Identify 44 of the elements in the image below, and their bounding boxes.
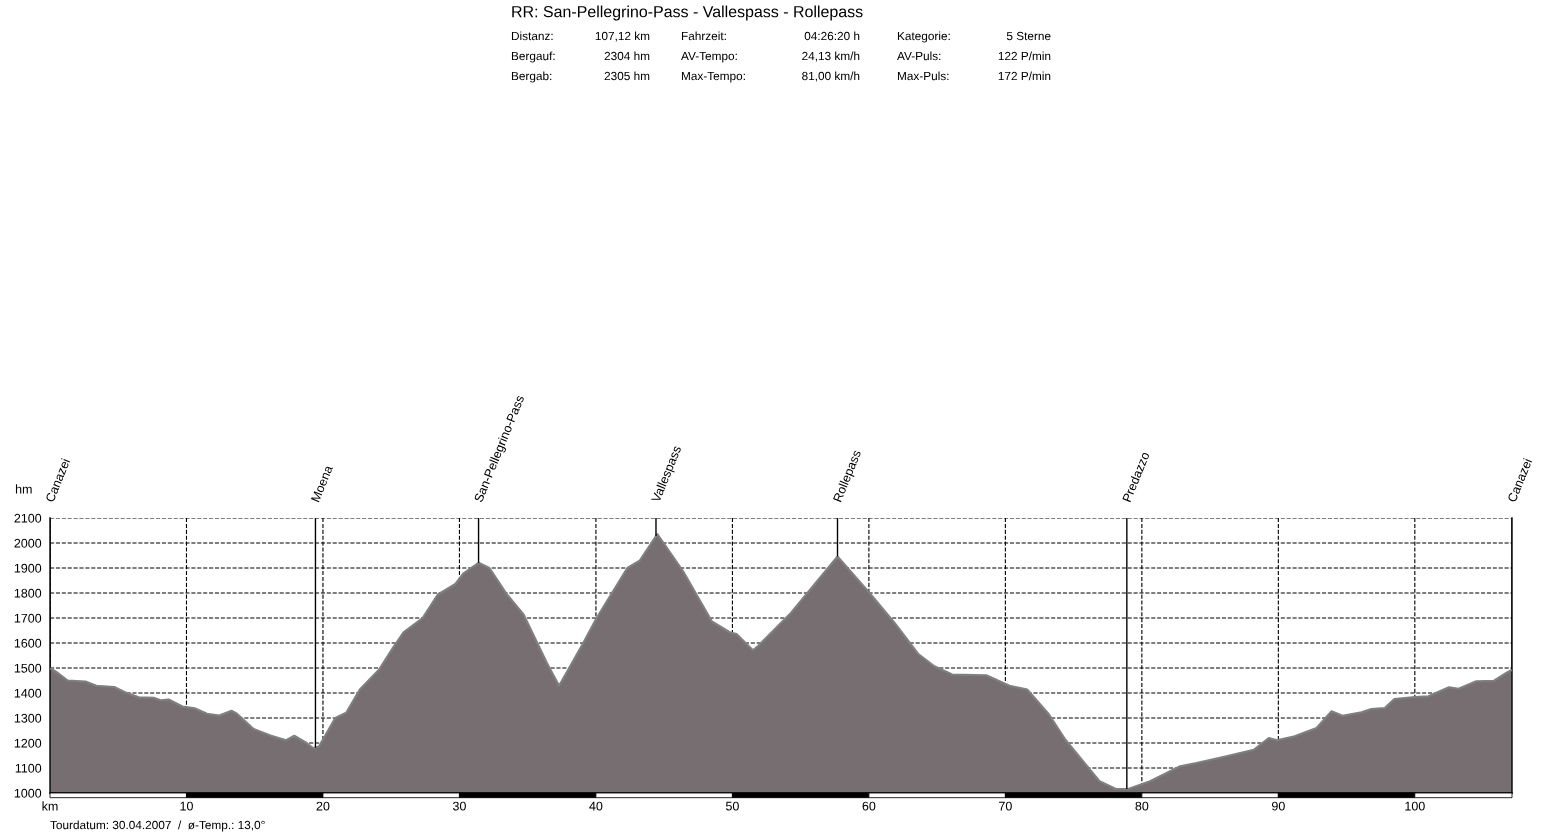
y-axis-title: hm (15, 484, 32, 494)
x-tick-label: km (42, 801, 58, 811)
x-tick-label: 10 (180, 801, 193, 811)
text: Max-Tempo: (681, 71, 745, 83)
y-tick-label: 2100 (14, 513, 42, 523)
y-tick-label: 1200 (14, 738, 42, 748)
text: Fahrzeit: (681, 31, 726, 41)
x-tick-label: 70 (999, 801, 1012, 811)
x-tick-label: 80 (1135, 801, 1149, 811)
x-tick-label: 100 (1405, 801, 1425, 811)
y-tick-label: 1900 (14, 563, 42, 573)
text: AV-Puls: (897, 51, 941, 61)
text: 2305 hm (604, 71, 650, 81)
text: 107,12 km (595, 31, 650, 42)
y-tick-label: 1600 (14, 638, 42, 648)
text: Bergab: (511, 71, 552, 83)
text: 5 Sterne (1006, 31, 1051, 41)
text: 122 P/min (998, 51, 1051, 61)
text: 81,00 km/h (802, 71, 860, 82)
y-tick-label: 1300 (14, 713, 42, 723)
text: AV-Tempo: (681, 51, 737, 63)
text: Bergauf: (511, 51, 555, 63)
x-tick-label: 30 (452, 801, 466, 811)
text: 04:26:20 h (804, 31, 860, 41)
y-tick-label: 2000 (14, 538, 42, 548)
y-tick-label: 1800 (14, 588, 42, 598)
x-tick-label: 90 (1271, 801, 1285, 811)
x-tick-label: 40 (589, 801, 603, 811)
text: Distanz: (511, 31, 553, 41)
y-tick-label: 1100 (15, 763, 42, 773)
text: Kategorie: (897, 31, 950, 43)
y-tick-label: 1500 (14, 663, 42, 673)
text: 172 P/min (998, 71, 1051, 81)
text: Tourdatum: 30.04.2007 / ø-Temp.: 13,0° (50, 820, 265, 832)
x-tick-label: 60 (862, 801, 876, 811)
chart-title: RR: San-Pellegrino-Pass - Vallespass - Rollepass (512, 5, 863, 21)
text: 24,13 km/h (802, 51, 860, 62)
text: Max-Puls: (897, 71, 949, 81)
x-tick-label: 20 (316, 801, 330, 811)
y-tick-label: 1000 (14, 788, 42, 798)
y-tick-label: 1400 (14, 688, 42, 698)
y-tick-label: 1700 (14, 613, 42, 623)
text: 2304 hm (604, 51, 650, 61)
x-tick-label: 50 (725, 801, 739, 811)
